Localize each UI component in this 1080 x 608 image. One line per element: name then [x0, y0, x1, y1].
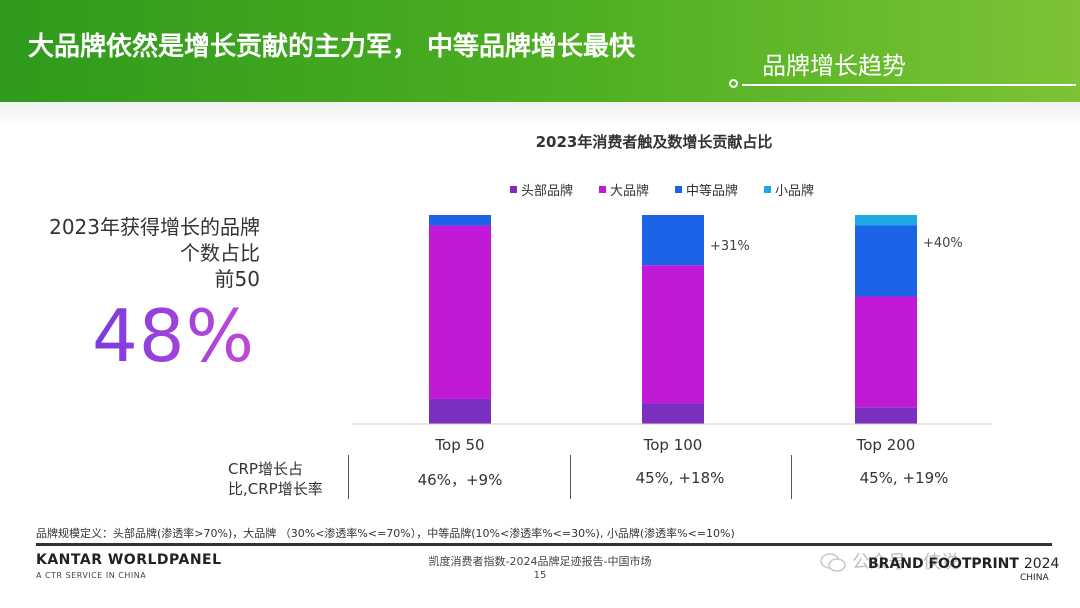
- bar-segment-top100-s2: [642, 215, 704, 266]
- chart-legend: 头部品牌 大品牌 中等品牌 小品牌: [510, 180, 814, 199]
- header-shadow: [0, 102, 1080, 128]
- page-title: 大品牌依然是增长贡献的主力军， 中等品牌增长最快: [28, 32, 636, 62]
- legend-label: 小品牌: [775, 184, 815, 199]
- bf-year: 2024: [1023, 556, 1060, 572]
- bar-segment-top50-s1: [429, 225, 491, 399]
- legend-label: 中等品牌: [686, 184, 739, 199]
- legend-swatch: [675, 186, 683, 193]
- wechat-icon: [820, 553, 846, 572]
- header-underline: [742, 84, 1076, 86]
- bar-annotation: +31%: [710, 239, 750, 254]
- footer-source: 凯度消费者指数-2024品牌足迹报告-中国市场: [428, 555, 652, 568]
- left-panel: 2023年获得增长的品牌 个数占比 前50: [0, 214, 260, 292]
- bar-segment-top200-s0: [855, 407, 917, 424]
- legend-item-head: 头部品牌: [510, 180, 573, 199]
- left-panel-line2: 个数占比: [180, 241, 260, 265]
- legend-item-small: 小品牌: [764, 180, 814, 199]
- bar-segment-top200-s1: [855, 296, 917, 408]
- x-tick-label: Top 50: [434, 436, 484, 454]
- x-tick-label: Top 100: [643, 436, 703, 454]
- bar-segment-top200-s3: [855, 215, 917, 226]
- legend-item-mid: 中等品牌: [675, 180, 738, 199]
- circle-icon: [729, 79, 738, 88]
- watermark-text: 公众号 · 侠说: [852, 552, 960, 573]
- bar-annotation: +40%: [923, 236, 963, 251]
- watermark: 公众号 · 侠说: [820, 548, 959, 574]
- kantar-logo: KANTAR WORLDPANEL: [36, 552, 222, 568]
- legend-swatch: [510, 186, 517, 193]
- stats-divider: [570, 455, 571, 499]
- legend-label: 头部品牌: [521, 184, 574, 199]
- crp-stat-top100: 45%, +18%: [635, 469, 725, 487]
- crp-stats-row: CRP增长占比,CRP增长率 46%，+9% 45%, +18% 45%, +1…: [0, 455, 1080, 501]
- bar-segment-top100-s1: [642, 265, 704, 404]
- kantar-subtitle: A CTR SERVICE IN CHINA: [36, 571, 147, 580]
- bf-label: BRAND FOOTPRINT: [868, 556, 1019, 572]
- x-tick-label: Top 200: [856, 436, 916, 454]
- footer-divider: [36, 543, 1052, 546]
- brand-footprint-logo: BRAND FOOTPRINT 2024: [868, 556, 1059, 572]
- legend-swatch: [764, 186, 772, 193]
- crp-stats-label: CRP增长占比,CRP增长率: [228, 460, 323, 498]
- legend-item-big: 大品牌: [599, 180, 649, 199]
- big-percentage: 48%: [92, 294, 256, 378]
- bf-subtitle: CHINA: [1020, 573, 1049, 583]
- legend-label: 大品牌: [610, 184, 650, 199]
- bar-segment-top50-s2: [429, 215, 491, 226]
- bar-segment-top200-s2: [855, 225, 917, 297]
- left-panel-line1: 2023年获得增长的品牌: [49, 215, 260, 239]
- crp-stat-top200: 45%, +19%: [859, 469, 949, 487]
- stats-divider: [791, 455, 792, 499]
- section-subtitle: 品牌增长趋势: [762, 52, 906, 80]
- footnote: 品牌规模定义：头部品牌(渗透率>70%)，大品牌 （30%<渗透率%<=70%）…: [36, 527, 735, 540]
- crp-stat-top50: 46%，+9%: [417, 471, 503, 489]
- stacked-bar-chart: Top 50 Top 100 Top 200 +31% +40%: [352, 215, 992, 454]
- left-panel-line3: 前50: [214, 267, 260, 291]
- chart-title: 2023年消费者触及数增长贡献占比: [535, 133, 773, 151]
- legend-swatch: [599, 186, 607, 193]
- bar-segment-top50-s0: [429, 398, 491, 424]
- bar-segment-top100-s0: [642, 403, 704, 424]
- header-banner: 大品牌依然是增长贡献的主力军， 中等品牌增长最快 品牌增长趋势: [0, 0, 1080, 102]
- stats-divider: [348, 455, 349, 499]
- page-number: 15: [533, 570, 547, 581]
